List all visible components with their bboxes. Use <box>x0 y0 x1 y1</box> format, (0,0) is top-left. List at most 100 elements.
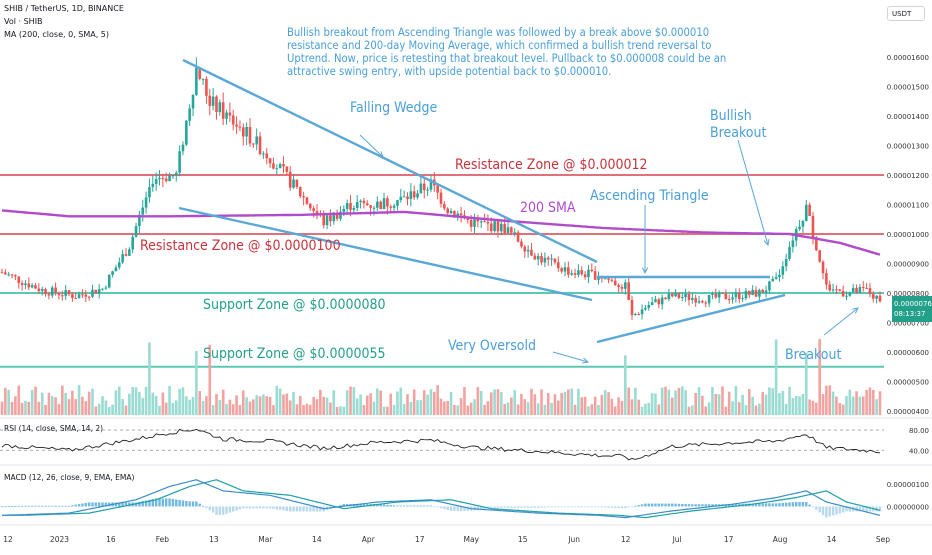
volume-bar <box>349 386 352 415</box>
macd-histogram-bar <box>671 503 674 507</box>
time-tick-label: Feb <box>156 535 170 544</box>
macd-histogram-bar <box>805 502 808 507</box>
macd-histogram-bar <box>114 502 118 507</box>
volume-bar <box>731 401 734 415</box>
macd-histogram-bar <box>493 506 496 508</box>
macd-histogram-bar <box>778 503 781 507</box>
macd-histogram-bar <box>392 505 396 507</box>
volume-bar <box>845 396 848 415</box>
candle-body <box>704 302 708 304</box>
volume-bar <box>17 385 21 415</box>
volume-bar <box>657 404 661 415</box>
price-tick-label: 0.00001500 <box>887 84 929 92</box>
volume-bar <box>607 392 610 415</box>
candle-body <box>443 203 446 209</box>
candle-body <box>613 280 617 286</box>
candle-body <box>285 166 289 172</box>
candle-body <box>697 301 701 303</box>
volume-bar <box>530 388 533 415</box>
volume-bar <box>781 390 785 415</box>
volume-bar <box>302 405 305 415</box>
volume-bar <box>697 387 701 415</box>
volume-bar <box>178 388 181 415</box>
volume-bar <box>195 351 198 415</box>
time-tick-label: 12 <box>621 535 631 544</box>
macd-histogram-bar <box>168 498 171 507</box>
candle-body <box>617 285 620 287</box>
time-tick-label: Sep <box>876 535 890 544</box>
volume-bar <box>57 404 61 415</box>
candle-body <box>483 221 486 223</box>
macd-histogram-bar <box>627 506 630 508</box>
candle-body <box>808 204 811 216</box>
volume-bar <box>861 396 865 415</box>
candle-body <box>791 240 795 248</box>
macd-histogram-bar <box>17 505 20 507</box>
breakout-arrow <box>737 139 769 246</box>
candlesticks[interactable] <box>0 57 882 320</box>
volume-bar <box>560 392 563 415</box>
rsi-label: RSI (14, close, SMA, 14, 2) <box>4 424 103 433</box>
macd-histogram-bar <box>37 505 41 507</box>
oversold-arrow <box>552 351 589 363</box>
macd-histogram-bar <box>456 506 459 511</box>
sma-label: 200 SMA <box>520 200 576 216</box>
macd-histogram-bar <box>34 505 37 507</box>
candle-body <box>764 290 768 293</box>
volume-bar <box>406 394 409 415</box>
candle-body <box>687 293 691 300</box>
volume-bar <box>761 392 765 415</box>
macd-histogram-bar <box>0 506 4 508</box>
candle-body <box>335 212 339 219</box>
trend-drawings[interactable] <box>178 58 859 364</box>
volume-bar <box>396 391 399 415</box>
candle-body <box>231 115 235 125</box>
candle-body <box>835 289 838 291</box>
candle-body <box>221 102 225 119</box>
macd-histogram-bar <box>215 506 218 515</box>
volume-bar <box>764 394 768 415</box>
macd-histogram-bar <box>784 502 788 507</box>
volume-bar <box>4 387 7 415</box>
macd-histogram-bar <box>617 506 620 509</box>
volume-bar <box>436 385 439 415</box>
time-tick-label: 12 <box>3 535 13 544</box>
chart-annotations: Resistance Zone @ $0.000012 Resistance Zo… <box>140 100 841 363</box>
volume-bar <box>422 390 426 415</box>
candle-body <box>81 294 84 296</box>
falling-wedge-arrow <box>359 134 384 158</box>
volume-bar <box>520 393 523 415</box>
volume-bar <box>329 402 332 415</box>
volume-bar <box>741 394 744 415</box>
macd-histogram-bar <box>134 502 138 507</box>
macd-histogram-bar <box>409 505 413 507</box>
volume-bar <box>754 405 758 415</box>
candle-body <box>379 201 382 210</box>
macd-histogram-bar <box>67 505 71 507</box>
volume-bar <box>644 403 647 415</box>
candle-body <box>349 203 352 210</box>
volume-bar <box>707 402 711 415</box>
volume-bar <box>456 405 460 415</box>
volume-bar <box>402 404 406 415</box>
candle-body <box>121 254 124 263</box>
volume-bar <box>117 386 121 415</box>
candle-body <box>10 274 14 276</box>
volume-bar <box>815 402 818 415</box>
macd-histogram-bar <box>771 503 774 507</box>
candle-body <box>841 290 845 297</box>
currency-button[interactable]: USDT <box>887 6 925 21</box>
volume-bar <box>875 399 878 415</box>
candle-body <box>607 278 610 280</box>
candle-body <box>386 198 389 207</box>
last-price-tag: 0.00000767 08:13:37 <box>892 296 932 322</box>
candle-body <box>228 112 232 116</box>
candle-body <box>241 127 245 137</box>
candle-body <box>479 221 483 223</box>
ma-indicator-label: MA (200, close, 0, SMA, 5) <box>4 30 110 39</box>
candle-body <box>215 96 218 113</box>
macd-histogram-bar <box>221 506 225 515</box>
candle-body <box>831 289 835 291</box>
